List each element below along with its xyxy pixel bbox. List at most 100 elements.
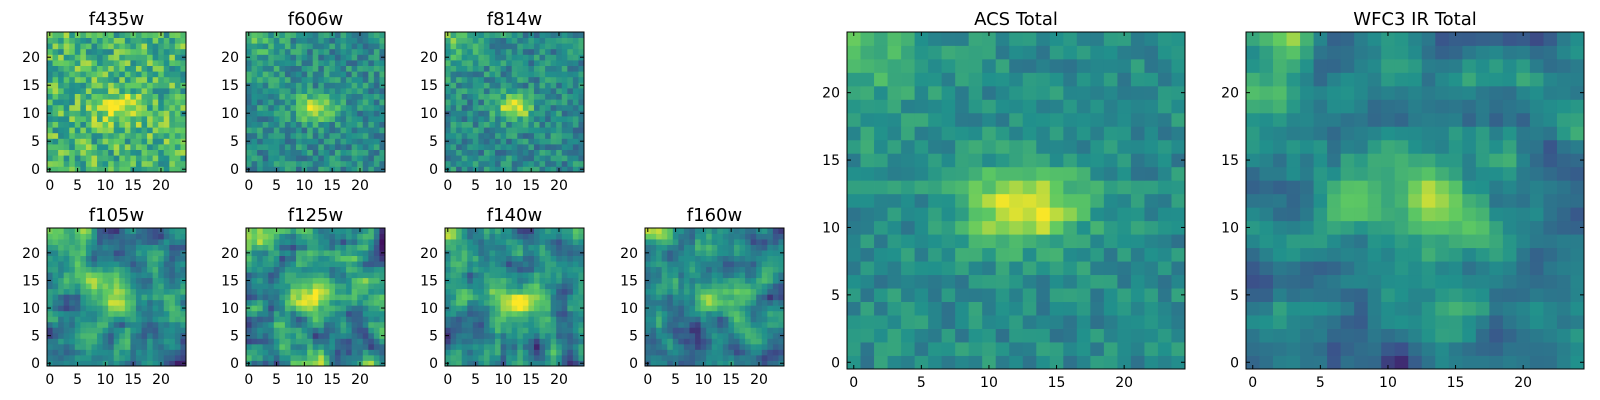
heatmap-cell [80,255,87,262]
heatmap-cell [500,288,507,295]
heatmap-cell [357,71,364,78]
heatmap-cell [483,54,490,61]
heatmap-cell [257,99,264,106]
heatmap-cell [761,233,768,240]
heatmap-cell [180,93,187,100]
heatmap-cell [678,299,685,306]
heatmap-cell [113,116,120,122]
heatmap-cell [180,288,187,295]
heatmap-cell [174,116,181,122]
heatmap-cell [323,88,330,94]
heatmap-cell [124,99,131,106]
heatmap-cell [141,144,148,150]
heatmap-cell [334,60,341,66]
x-tick-label: 5 [73,372,82,388]
heatmap-cell [717,349,724,356]
heatmap-cell [1090,301,1105,316]
heatmap-cell [74,310,81,317]
heatmap-cell [135,88,142,94]
heatmap-cell [379,338,386,345]
heatmap-cell [102,327,109,334]
heatmap-cell [69,93,76,100]
heatmap-cell [656,266,663,273]
heatmap-cell [257,294,264,301]
heatmap-cell [1076,288,1091,302]
heatmap-cell [296,360,302,367]
heatmap-cell [174,360,181,367]
heatmap-cell [346,338,353,345]
heatmap-cell [373,48,380,55]
heatmap-cell [102,266,109,273]
heatmap-cell [517,327,524,334]
heatmap-cell [461,88,468,94]
heatmap-cell [102,65,109,72]
heatmap-cell [567,43,574,50]
heatmap-cell [733,261,740,268]
heatmap-cell [700,283,707,290]
heatmap-cell [522,48,529,55]
heatmap-cell [489,37,496,44]
heatmap-cell [661,332,668,339]
heatmap-cell [572,261,579,268]
heatmap-cell [312,250,319,256]
heatmap-cell [301,37,308,44]
heatmap-cell [334,343,341,350]
heatmap-cell [533,37,540,44]
heatmap-cell [362,144,369,150]
heatmap-cell [572,360,579,367]
heatmap-cell [130,239,137,245]
heatmap-cell [667,233,674,240]
heatmap-cell [58,288,65,295]
heatmap-cell [97,54,103,61]
heatmap-cell [1130,274,1145,289]
heatmap-cell [572,138,579,145]
heatmap-cell [307,244,314,251]
heatmap-cell [379,255,386,262]
heatmap-cell [968,301,983,316]
heatmap-cell [296,144,302,150]
heatmap-cell [483,239,490,245]
heatmap-cell [257,321,264,328]
heatmap-cell [246,71,252,78]
heatmap-cell [483,332,490,339]
heatmap-cell [517,43,524,50]
heatmap-cell [533,294,540,301]
heatmap-cell [74,99,81,106]
heatmap-cell [329,272,336,279]
heatmap-cells [847,32,1186,370]
heatmap-cell [147,272,154,279]
heatmap-cell [351,60,358,66]
heatmap-cell [334,104,341,111]
heatmap-cell [307,349,314,356]
heatmap-cell [667,299,674,306]
heatmap-cell [357,65,364,72]
heatmap-cell [357,316,364,323]
heatmap-cell [174,166,181,173]
heatmap-cell [152,54,159,61]
heatmap-cell [368,244,375,251]
heatmap-cell [169,116,176,122]
heatmap-cell [141,343,148,350]
heatmap-cell [108,332,115,339]
heatmap-cell [180,37,187,44]
heatmap-cell [262,60,269,66]
heatmap-cell [174,60,181,66]
heatmap-cell [472,99,479,106]
heatmap-cell [461,155,468,162]
heatmap-cell [672,244,679,251]
heatmap-cell [169,299,176,306]
heatmap-cell [362,48,369,55]
heatmap-cell [174,65,181,72]
heatmap-cell [467,272,474,279]
heatmap-cell [152,305,159,312]
heatmap-cell [478,88,485,94]
heatmap-cell [761,299,768,306]
heatmap-cell [539,228,546,234]
heatmap-cell [80,93,87,100]
heatmap-cell [346,261,353,268]
heatmap-cell [296,266,302,273]
heatmap-cell [901,315,915,329]
heatmap-cell [745,294,752,301]
heatmap-cell [307,144,314,150]
heatmap-cell [362,132,369,139]
